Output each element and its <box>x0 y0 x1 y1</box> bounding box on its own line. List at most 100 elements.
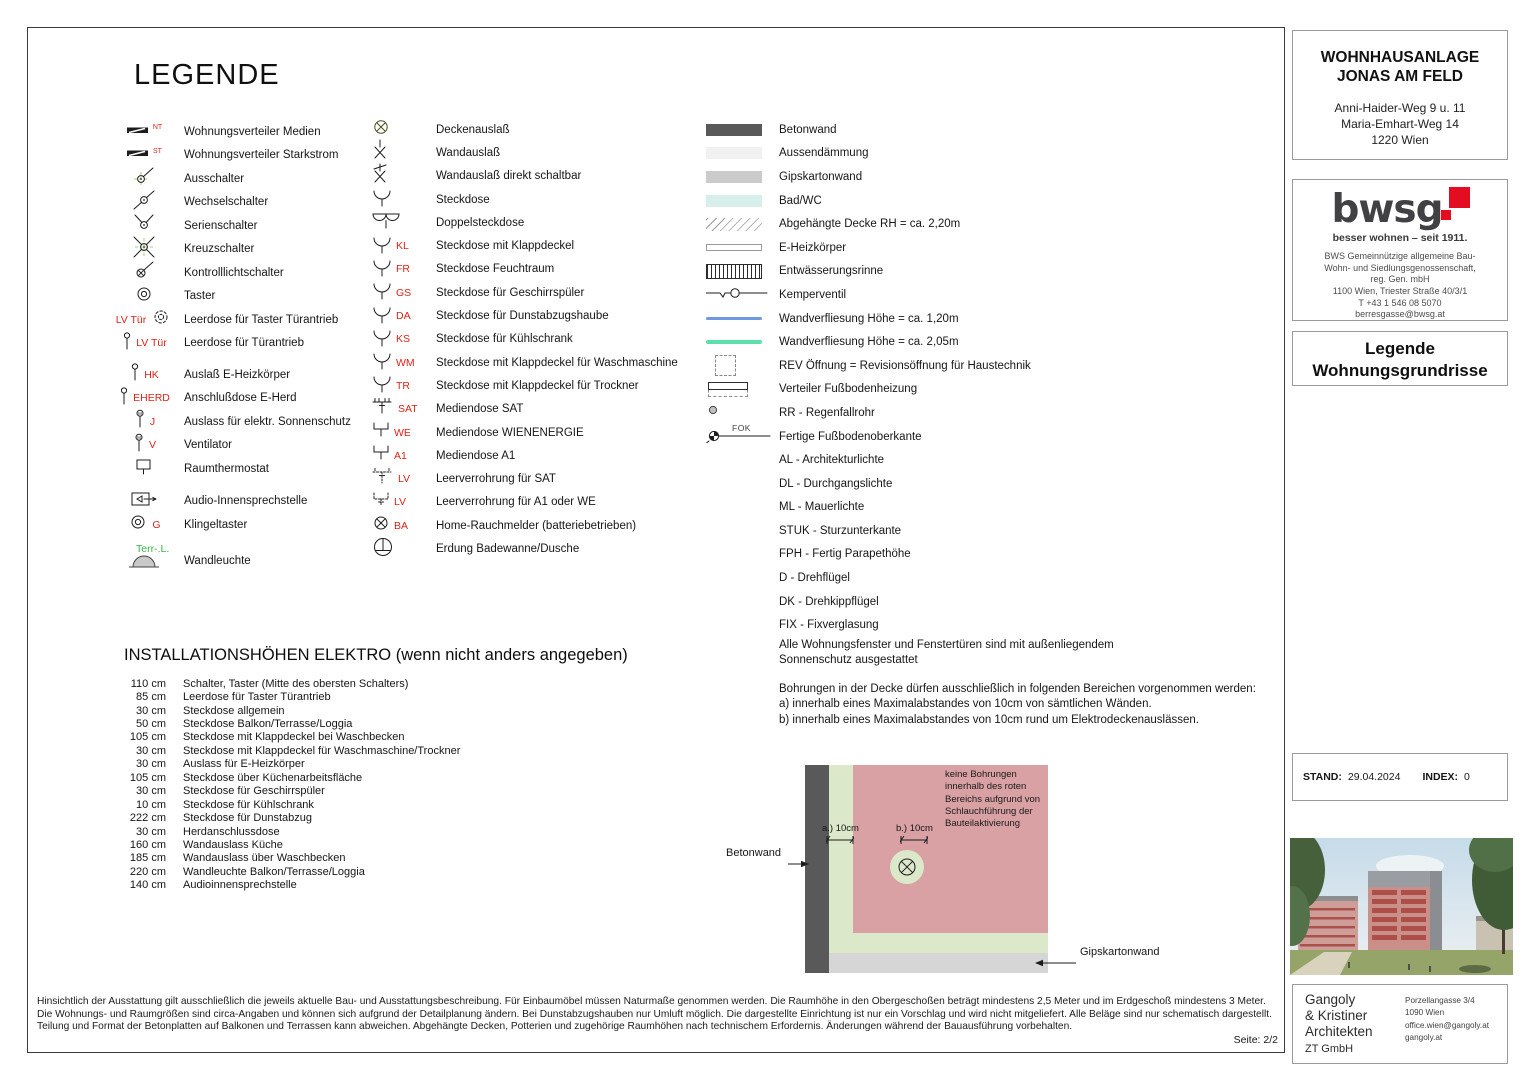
legend-row: Wandverfliesung Höhe = ca. 2,05m <box>704 330 1264 354</box>
legend-label: Kemperventil <box>779 288 847 301</box>
legend-column-outlets: Deckenauslaß Wandauslaß Wandauslaß direkt … <box>369 118 699 561</box>
height-value: 110 cm <box>130 677 166 690</box>
symbol-code: SAT <box>398 403 418 416</box>
architect-name-line: Gangoly <box>1305 992 1356 1007</box>
legend-row: LV Tür Leerdose für Taster Türantrieb <box>104 308 404 332</box>
symbol-code: TR <box>396 379 410 392</box>
legend-label: Mediendose A1 <box>436 449 516 462</box>
bell-button-icon <box>127 511 149 538</box>
conduit-bracket-icon <box>371 491 391 514</box>
legend-row: AL - Architekturlichte <box>704 448 1264 472</box>
legend-row: STUK - Sturzunterkante <box>704 519 1264 543</box>
legend-row: M J Auslass für elektr. Sonnenschutz <box>104 409 404 434</box>
drawing-area: LEGENDE NT Wohnungsverteiler Medien ST Wohn… <box>27 27 1285 1053</box>
symbol-code: DA <box>396 310 411 323</box>
installation-heights-section: INSTALLATIONSHÖHEN ELEKTRO (wenn nicht a… <box>124 646 628 892</box>
legend-label: STUK - Sturzunterkante <box>779 524 902 537</box>
symbol-code: WE <box>394 426 411 439</box>
legend-row: Serienschalter <box>104 214 404 238</box>
legend-label: Steckdose für Geschirrspüler <box>436 286 585 299</box>
legend-row: Betonwand <box>704 118 1264 142</box>
height-value: 30 cm <box>136 704 166 717</box>
smoke-detector-icon <box>371 513 391 538</box>
document-title-line1: Legende <box>1365 339 1435 358</box>
installation-height-row: 110 cm Schalter, Taster (Mitte des oberst… <box>124 677 628 690</box>
disclaimer-line: Die Wohnungs- und Raumgrößen sind circa-… <box>37 1008 1272 1020</box>
legend-row: ST Wohnungsverteiler Starkstrom <box>104 144 404 168</box>
height-value: 10 cm <box>136 798 166 811</box>
hatch-ceiling-icon <box>706 217 762 231</box>
installation-height-row: 30 cm Auslass für E-Heizkörper <box>124 758 628 771</box>
legend-label: Doppelsteckdose <box>436 216 525 229</box>
legend-label: Kreuzschalter <box>184 243 255 256</box>
page-number: Seite: 2/2 <box>1233 1034 1278 1046</box>
legend-label: Leerdose für Türantrieb <box>184 337 304 350</box>
architect-contact: Porzellangasse 3/4 1090 Wien office.wien@g… <box>1405 995 1489 1044</box>
legend-label: D - Drehflügel <box>779 572 850 585</box>
installation-heights-list: 110 cm Schalter, Taster (Mitte des oberst… <box>124 677 628 892</box>
height-value: 105 cm <box>129 771 166 784</box>
installation-height-row: 30 cm Steckdose allgemein <box>124 704 628 717</box>
symbol-code: LV <box>398 473 411 486</box>
earthing-icon <box>371 535 395 564</box>
symbol-code: KS <box>396 333 411 346</box>
conduit-sat-icon <box>371 467 395 492</box>
height-value: 185 cm <box>129 852 166 865</box>
swatch-gypsum-icon <box>706 170 762 183</box>
installation-height-row: 30 cm Steckdose mit Klappdeckel für Wasch… <box>124 744 628 757</box>
legend-row: Ausschalter <box>104 167 404 191</box>
project-address-line: Maria-Emhart-Weg 14 <box>1341 116 1459 131</box>
legend-row: REV Öffnung = Revisionsöffnung für Haust… <box>704 354 1264 378</box>
socket-icon <box>371 187 393 212</box>
installation-height-row: 160 cm Wandauslass Küche <box>124 838 628 851</box>
socket-icon <box>371 373 393 398</box>
symbol-code: LV Tür <box>115 313 147 326</box>
architect-block: Gangoly & Kristiner Architekten ZT GmbH Po… <box>1292 984 1508 1064</box>
height-label: Steckdose allgemein <box>183 704 285 717</box>
height-value: 85 cm <box>136 691 166 704</box>
legend-column-materials: Betonwand Aussendämmung Gipskartonwand Bad/… <box>704 118 1264 637</box>
empty-socket-push-icon <box>150 306 172 333</box>
distributor-icon <box>126 123 152 141</box>
legend-row: Wechselschalter <box>104 190 404 215</box>
symbol-code: KL <box>396 240 409 253</box>
legend-row: RR - Regenfallrohr <box>704 401 1264 425</box>
legend-row: A1 Mediendose A1 <box>369 444 699 467</box>
legend-column-switches: NT Wohnungsverteiler Medien ST Wohnungsvert… <box>104 120 404 573</box>
fok-mark-icon <box>706 425 776 448</box>
height-label: Schalter, Taster (Mitte des obersten Sch… <box>183 677 409 690</box>
symbol-code: FOK <box>732 423 751 434</box>
legend-row: Doppelsteckdose <box>369 211 699 234</box>
legend-label: Home-Rauchmelder (batteriebetrieben) <box>436 519 637 532</box>
document-title-line2: Wohnungsgrundrisse <box>1312 361 1488 381</box>
bwsg-address-line: Wohn- und Siedlungsgenossenschaft, <box>1324 262 1476 273</box>
media-bracket-icon <box>371 444 391 467</box>
legend-label: Leerverrohrung für SAT <box>436 473 556 486</box>
off-switch-icon <box>132 165 156 192</box>
legend-row: WE Mediendose WIENENERGIE <box>369 421 699 444</box>
height-label: Steckdose für Geschirrspüler <box>183 785 325 798</box>
legend-label: Deckenauslaß <box>436 123 510 136</box>
floor-heating-distributor-icon <box>706 381 748 397</box>
project-name-line2: JONAS AM FELD <box>1336 68 1463 86</box>
legend-row: DL - Durchgangslichte <box>704 472 1264 496</box>
legend-row: BA Home-Rauchmelder (batteriebetrieben) <box>369 514 699 537</box>
legend-label: Mediendose SAT <box>436 403 524 416</box>
legend-label: ML - Mauerlichte <box>779 501 865 514</box>
installation-height-row: 30 cm Herdanschlussdose <box>124 825 628 838</box>
arrow-right-icon <box>788 860 809 868</box>
developer-block: bwsg besser wohnen – seit 1911. BWS Geme… <box>1292 179 1508 321</box>
architect-contact-line: gangoly.at <box>1405 1032 1443 1042</box>
sun-protection-note: Alle Wohnungsfenster und Fenstertüren si… <box>779 639 1114 667</box>
legend-label: Serienschalter <box>184 219 258 232</box>
legend-row: Aussendämmung <box>704 142 1264 166</box>
series-switch-icon <box>132 212 156 239</box>
rev-opening-icon <box>706 355 736 377</box>
double-socket-icon <box>371 210 401 235</box>
legend-label: Leerverrohrung für A1 oder WE <box>436 496 596 509</box>
legend-row: TR Steckdose mit Klappdeckel für Trockner <box>369 374 699 397</box>
stand-label: STAND: <box>1303 771 1342 783</box>
legend-row: Deckenauslaß <box>369 118 699 141</box>
legend-row: Kreuzschalter <box>104 236 404 262</box>
